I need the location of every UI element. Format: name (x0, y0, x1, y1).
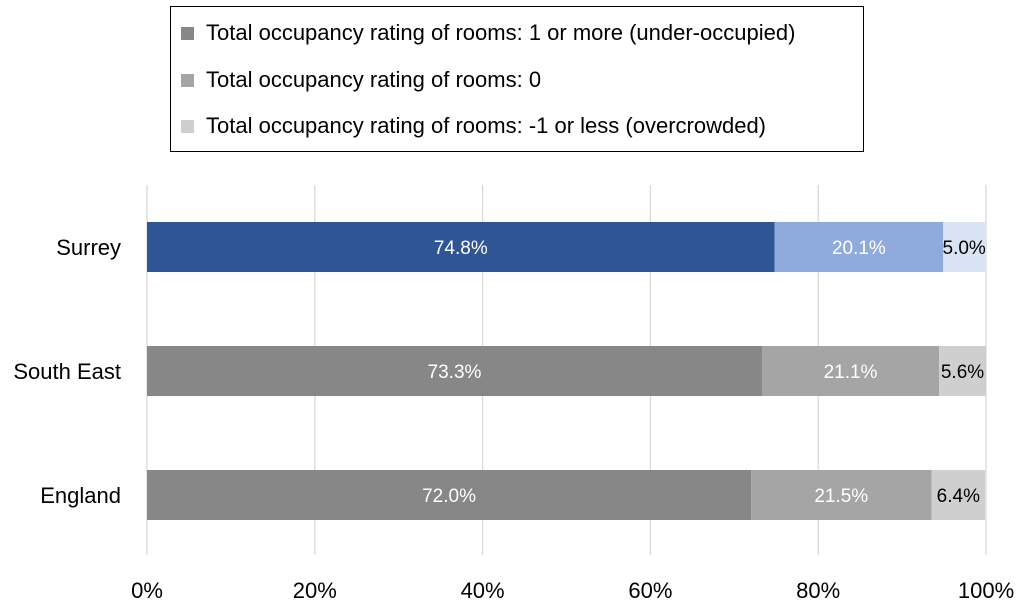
bar-south-east-series-3 (939, 346, 986, 396)
category-label-england: England (40, 483, 121, 508)
data-label-england-series-3: 6.4% (937, 486, 980, 507)
legend-swatch-under-occupied (181, 26, 194, 40)
bar-surrey-series-2 (774, 222, 944, 272)
data-label-surrey-series-3: 5.0% (943, 238, 986, 259)
category-label-south-east: South East (13, 359, 121, 384)
category-label-surrey: Surrey (56, 235, 121, 260)
legend-label-under-occupied: Total occupancy rating of rooms: 1 or mo… (206, 20, 796, 45)
legend-label-zero: Total occupancy rating of rooms: 0 (206, 67, 542, 92)
x-tick-label-20: 20% (293, 578, 337, 603)
legend-item-under-occupied: Total occupancy rating of rooms: 1 or mo… (181, 18, 795, 48)
legend-swatch-zero (181, 73, 194, 87)
legend-swatch-overcrowded (181, 119, 194, 133)
data-label-south-east-series-3: 5.6% (941, 362, 984, 383)
legend: Total occupancy rating of rooms: 1 or mo… (170, 6, 864, 152)
x-tick-label-40: 40% (461, 578, 505, 603)
x-tick-label-80: 80% (796, 578, 840, 603)
data-label-england-series-2: 21.5% (814, 486, 868, 507)
bar-england-series-3 (931, 470, 986, 520)
x-tick-label-100: 100% (958, 578, 1014, 603)
bar-england-series-2 (751, 470, 932, 520)
bar-england-series-1 (147, 470, 752, 520)
data-label-south-east-series-2: 21.1% (824, 362, 878, 383)
bar-surrey-series-3 (943, 222, 986, 272)
x-tick-label-60: 60% (628, 578, 672, 603)
data-label-surrey-series-1: 74.8% (434, 238, 488, 259)
bar-south-east-series-2 (761, 346, 940, 396)
bar-south-east-series-1 (147, 346, 762, 396)
legend-label-overcrowded: Total occupancy rating of rooms: -1 or l… (206, 113, 767, 138)
bar-surrey-series-1 (147, 222, 775, 272)
data-label-england-series-1: 72.0% (422, 486, 476, 507)
data-label-south-east-series-1: 73.3% (428, 362, 482, 383)
data-label-surrey-series-2: 20.1% (832, 238, 886, 259)
legend-item-zero: Total occupancy rating of rooms: 0 (181, 65, 541, 95)
legend-item-overcrowded: Total occupancy rating of rooms: -1 or l… (181, 111, 766, 141)
x-tick-label-0: 0% (131, 578, 163, 603)
